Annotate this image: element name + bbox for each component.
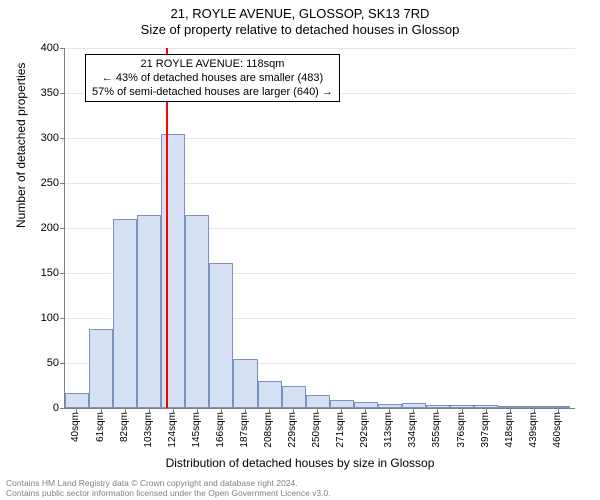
y-tick-mark [60,228,65,229]
histogram-chart: 05010015020025030035040040sqm61sqm82sqm1… [64,48,575,409]
x-tick-label: 376sqm [456,408,467,448]
x-tick-label: 208sqm [263,408,274,448]
histogram-bar [330,400,354,408]
x-tick-label: 61sqm [95,408,106,442]
y-tick-mark [60,273,65,274]
y-tick-label: 50 [47,357,59,369]
footer-line-1: Contains HM Land Registry data © Crown c… [6,478,594,488]
histogram-bar [209,263,233,408]
y-tick-label: 200 [41,222,59,234]
y-tick-label: 150 [41,267,59,279]
address-line: 21, ROYLE AVENUE, GLOSSOP, SK13 7RD [0,6,600,22]
x-tick-label: 124sqm [167,408,178,448]
y-tick-mark [60,408,65,409]
x-tick-label: 250sqm [311,408,322,448]
footer-line-2: Contains public sector information licen… [6,488,594,498]
histogram-bar [113,219,137,408]
annotation-box: 21 ROYLE AVENUE: 118sqm ← 43% of detache… [85,54,340,102]
histogram-bar [65,393,89,408]
x-tick-label: 145sqm [191,408,202,448]
x-tick-label: 355sqm [431,408,442,448]
histogram-bar [185,215,209,408]
footer-attribution: Contains HM Land Registry data © Crown c… [6,478,594,498]
y-tick-label: 100 [41,312,59,324]
y-tick-label: 400 [41,42,59,54]
y-axis-title: Number of detached properties [14,63,28,228]
title-block: 21, ROYLE AVENUE, GLOSSOP, SK13 7RD Size… [0,6,600,38]
x-tick-label: 334sqm [407,408,418,448]
y-gridline [65,138,575,139]
x-tick-label: 292sqm [359,408,370,448]
y-tick-label: 300 [41,132,59,144]
annotation-line-3: 57% of semi-detached houses are larger (… [92,85,333,99]
x-tick-label: 166sqm [215,408,226,448]
property-marker-line [166,48,168,408]
page-root: 21, ROYLE AVENUE, GLOSSOP, SK13 7RD Size… [0,0,600,500]
histogram-bar [137,215,161,408]
y-gridline [65,48,575,49]
x-tick-label: 82sqm [119,408,130,442]
histogram-bar [233,359,257,408]
histogram-bar [306,395,330,409]
y-tick-label: 250 [41,177,59,189]
x-tick-label: 40sqm [70,408,81,442]
y-tick-mark [60,183,65,184]
annotation-line-2: ← 43% of detached houses are smaller (48… [92,71,333,85]
y-gridline [65,183,575,184]
x-axis-title: Distribution of detached houses by size … [0,456,600,470]
x-tick-label: 418sqm [504,408,515,448]
annotation-line-1: 21 ROYLE AVENUE: 118sqm [92,57,333,71]
y-tick-label: 350 [41,87,59,99]
y-tick-mark [60,48,65,49]
y-tick-label: 0 [53,402,59,414]
y-tick-mark [60,318,65,319]
y-tick-mark [60,138,65,139]
x-tick-label: 313sqm [383,408,394,448]
histogram-bar [258,381,282,408]
x-tick-label: 187sqm [239,408,250,448]
x-tick-label: 397sqm [480,408,491,448]
histogram-bar [89,329,113,408]
x-tick-label: 460sqm [552,408,563,448]
x-tick-label: 439sqm [528,408,539,448]
y-tick-mark [60,363,65,364]
subtitle-line: Size of property relative to detached ho… [0,22,600,38]
x-tick-label: 103sqm [143,408,154,448]
x-tick-label: 229sqm [287,408,298,448]
x-tick-label: 271sqm [335,408,346,448]
histogram-bar [282,386,306,408]
y-tick-mark [60,93,65,94]
